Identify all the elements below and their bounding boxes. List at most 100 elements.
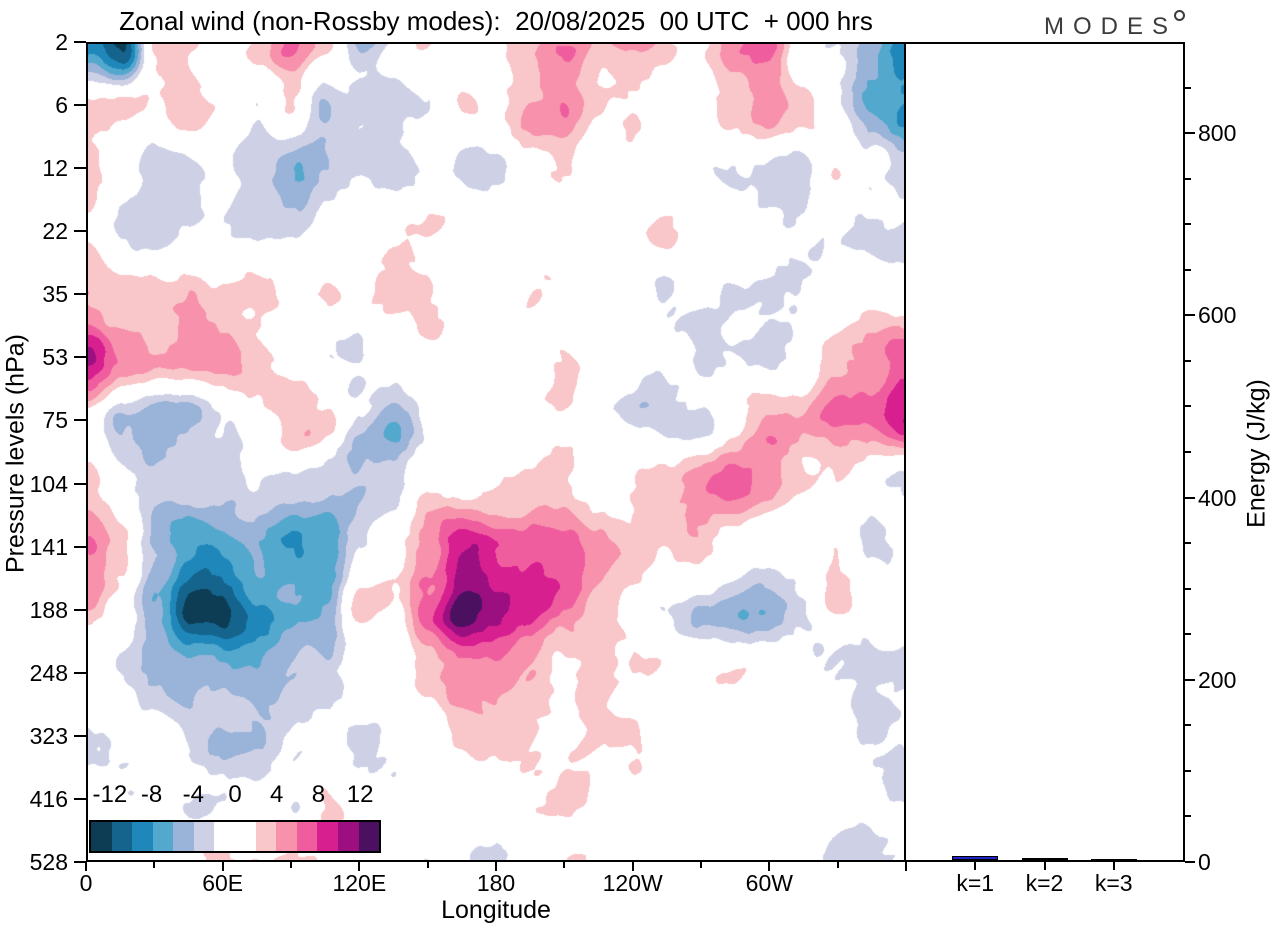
y-axis-tick <box>74 671 86 674</box>
colorbar-label: -4 <box>182 781 204 808</box>
colorbar-segment <box>91 822 112 851</box>
x-axis-minor-tick <box>700 862 702 868</box>
y-axis-tick-label: 6 <box>55 92 68 119</box>
colorbar <box>89 820 381 853</box>
colorbar-segment <box>214 822 236 851</box>
modes-logo-text: MODES <box>1043 13 1177 40</box>
colorbar-segment <box>317 822 338 851</box>
y-axis-tick <box>74 167 86 170</box>
energy-axis-minor-tick <box>1185 451 1191 453</box>
energy-axis-minor-tick <box>1185 359 1191 362</box>
colorbar-label: 4 <box>270 781 284 808</box>
y-axis-tick <box>74 482 86 485</box>
y-axis-tick-label: 323 <box>29 722 68 749</box>
x-axis-minor-tick <box>153 862 156 868</box>
contour-field-canvas <box>88 44 904 860</box>
y-axis-tick-label: 416 <box>29 785 68 812</box>
x-axis-tick <box>358 862 361 871</box>
energy-axis-minor-tick <box>1185 633 1191 636</box>
x-axis-minor-tick <box>426 862 429 868</box>
colorbar-label: 8 <box>311 781 326 808</box>
colorbar-label: -12 <box>92 781 128 808</box>
energy-axis-tick <box>1185 678 1195 681</box>
y-axis-tick-label: 2 <box>55 29 68 55</box>
y-axis-tick <box>74 356 86 359</box>
energy-axis-minor-tick <box>1185 815 1191 818</box>
colorbar-segment <box>111 822 133 851</box>
y-axis-tick <box>74 104 86 107</box>
y-axis-tick-label: 35 <box>42 281 68 308</box>
colorbar-segment <box>255 822 277 851</box>
energy-axis-tick-label: 400 <box>1198 484 1237 511</box>
colorbar-segment <box>152 822 174 851</box>
energy-axis-tick-label: 200 <box>1198 666 1237 693</box>
y-axis-tick-label: 22 <box>42 218 68 245</box>
colorbar-label: 0 <box>228 781 242 808</box>
x-axis-minor-tick <box>563 862 566 868</box>
energy-axis-tick <box>1185 861 1195 863</box>
y-axis-tick-label: 12 <box>42 155 68 182</box>
x-axis-tick <box>631 862 634 871</box>
energy-axis-tick <box>1185 314 1195 317</box>
colorbar-segment <box>337 822 359 851</box>
y-axis-tick-label: 53 <box>42 344 68 371</box>
energy-axis-minor-tick <box>1185 542 1191 545</box>
energy-axis-tick-label: 800 <box>1198 120 1237 147</box>
y-axis-tick <box>74 230 86 233</box>
y-axis-tick-label: 528 <box>29 849 68 875</box>
x-axis-tick-label: 60W <box>745 870 793 896</box>
energy-bar <box>1021 858 1068 860</box>
energy-axis-tick-label: 0 <box>1198 849 1211 875</box>
contour-panel <box>86 42 906 862</box>
energy-axis-minor-tick <box>1185 223 1191 226</box>
x-axis-tick <box>768 862 771 871</box>
energy-axis-minor-tick <box>1185 724 1191 727</box>
k-axis-tick-label: k=2 <box>1025 870 1064 896</box>
x-axis-tick-label: 120E <box>332 870 387 896</box>
k-axis-tick-label: k=3 <box>1094 870 1133 896</box>
colorbar-label: -8 <box>140 781 163 808</box>
y-axis-tick-label: 75 <box>42 407 68 434</box>
energy-axis-minor-tick <box>1185 587 1191 590</box>
y-axis-tick-label: 104 <box>29 470 68 497</box>
y-axis-tick <box>74 41 86 43</box>
energy-axis-minor-tick <box>1185 268 1191 271</box>
k-axis-tick <box>974 862 977 870</box>
x-axis-tick <box>221 862 224 871</box>
colorbar-segment <box>193 822 215 851</box>
x-axis-tick-label: 0 <box>79 870 93 896</box>
x-axis-title: Longitude <box>441 896 551 924</box>
y-axis-tick-label: 248 <box>29 659 68 686</box>
y-axis-tick <box>74 545 86 548</box>
k-axis-tick <box>1043 862 1046 870</box>
y-axis-tick <box>74 861 86 863</box>
modes-logo: MODES <box>1044 10 1185 41</box>
x-axis-tick <box>85 862 87 871</box>
x-axis-tick-label: 180 <box>476 870 516 896</box>
y-axis-tick-label: 141 <box>29 533 68 560</box>
energy-axis-minor-tick <box>1185 769 1191 772</box>
energy-axis-tick-label: 600 <box>1198 302 1237 329</box>
energy-axis-minor-tick <box>1185 405 1191 408</box>
energy-axis-minor-tick <box>1185 177 1191 180</box>
colorbar-segment <box>173 822 194 851</box>
colorbar-segment <box>296 822 318 851</box>
colorbar-segment <box>235 822 256 851</box>
y-axis-tick <box>74 293 86 296</box>
y-axis-tick <box>74 734 86 737</box>
x-axis-minor-tick <box>836 862 839 868</box>
modes-logo-ring-icon <box>1174 10 1185 21</box>
y-axis-tick-label: 188 <box>29 596 68 623</box>
x-axis-minor-tick <box>290 862 292 868</box>
y-axis-title-right: Energy (J/kg) <box>1242 379 1271 528</box>
colorbar-label: 12 <box>346 781 374 808</box>
colorbar-segment <box>358 822 380 851</box>
energy-axis-tick <box>1185 132 1195 135</box>
k-axis-tick-label: k=1 <box>956 870 995 896</box>
colorbar-segment <box>132 822 153 851</box>
energy-bar <box>952 856 999 860</box>
energy-axis-tick <box>1185 496 1195 499</box>
k-axis-tick <box>1112 862 1115 870</box>
energy-panel <box>904 42 1185 862</box>
